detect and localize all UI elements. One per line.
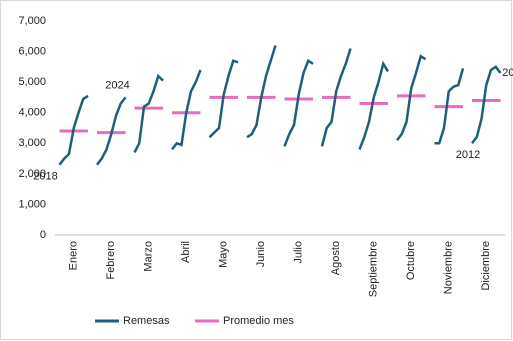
annotation: 2018	[33, 171, 57, 183]
remesas-line	[471, 65, 502, 145]
x-tick-label: Marzo	[143, 241, 155, 272]
remesas-line	[283, 58, 314, 147]
annotation: 2024	[105, 79, 129, 91]
x-tick-label: Septiembre	[368, 241, 380, 297]
x-tick-label: Julio	[293, 241, 305, 264]
y-tick-label: 3,000	[18, 137, 46, 149]
remesas-line	[58, 94, 89, 166]
legend-label: Promedio mes	[223, 315, 294, 327]
legend-label: Remesas	[123, 315, 170, 327]
remesas-line	[434, 68, 465, 145]
y-tick-label: 6,000	[18, 45, 46, 57]
remesas-line	[208, 59, 239, 139]
annotation: 2012	[456, 149, 480, 161]
remesas-line	[320, 48, 352, 147]
x-tick-label: Diciembre	[480, 241, 492, 291]
remesas-line	[358, 60, 390, 150]
x-tick-label: Agosto	[330, 241, 342, 275]
remesas-line	[246, 45, 277, 139]
y-tick-label: 4,000	[18, 107, 46, 119]
x-tick-label: Octubre	[405, 241, 417, 280]
remesas-line	[96, 96, 127, 166]
y-tick-label: 2,000	[18, 168, 46, 180]
remesas-line	[396, 54, 427, 141]
remesas-line	[133, 73, 164, 154]
x-tick-label: Abril	[180, 241, 192, 263]
x-tick-label: Mayo	[218, 241, 230, 268]
x-tick-label: Enero	[68, 241, 80, 270]
y-tick-label: 1,000	[18, 198, 46, 210]
y-tick-label: 7,000	[18, 15, 46, 27]
y-tick-label: 5,000	[18, 76, 46, 88]
x-tick-label: Febrero	[105, 241, 117, 280]
annotation: 2024	[502, 67, 513, 79]
y-tick-label: 0	[40, 229, 46, 241]
x-tick-label: Noviembre	[443, 241, 455, 294]
remesas-line	[171, 69, 202, 151]
x-tick-label: Junio	[255, 241, 267, 267]
